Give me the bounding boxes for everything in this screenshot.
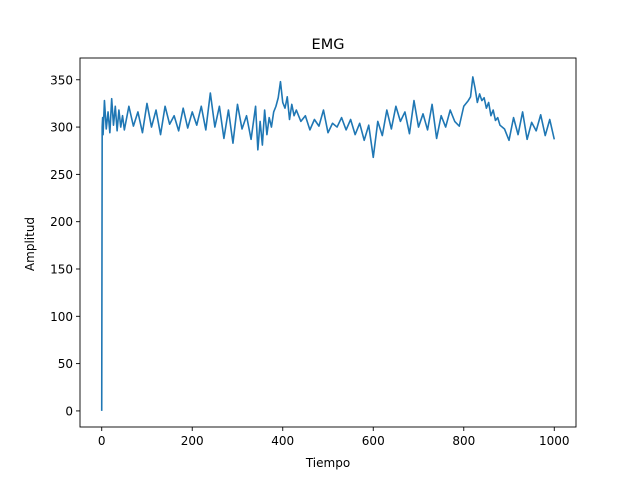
y-tick-label: 100 [50, 310, 73, 324]
x-tick-label: 800 [452, 434, 475, 448]
y-tick-label: 350 [50, 73, 73, 87]
series-line-0 [100, 76, 556, 411]
y-axis-label: Amplitud [23, 217, 37, 271]
plot-area [79, 57, 577, 428]
x-axis: 0 200 400 600 800 1000 [98, 427, 570, 448]
x-tick-label: 1000 [539, 434, 570, 448]
y-tick-label: 250 [50, 168, 73, 182]
x-axis-label: Tiempo [305, 456, 350, 470]
x-tick-label: 600 [362, 434, 385, 448]
x-tick-label: 200 [181, 434, 204, 448]
y-tick-label: 50 [58, 357, 73, 371]
y-tick-label: 300 [50, 121, 73, 135]
x-tick-label: 400 [271, 434, 294, 448]
chart-title: EMG [312, 37, 345, 53]
y-tick-label: 150 [50, 262, 73, 276]
y-axis: 0 50 100 150 200 250 300 350 [50, 73, 80, 418]
plot-frame [79, 57, 577, 428]
y-tick-label: 0 [65, 404, 73, 418]
y-tick-label: 200 [50, 215, 73, 229]
x-tick-label: 0 [98, 434, 106, 448]
